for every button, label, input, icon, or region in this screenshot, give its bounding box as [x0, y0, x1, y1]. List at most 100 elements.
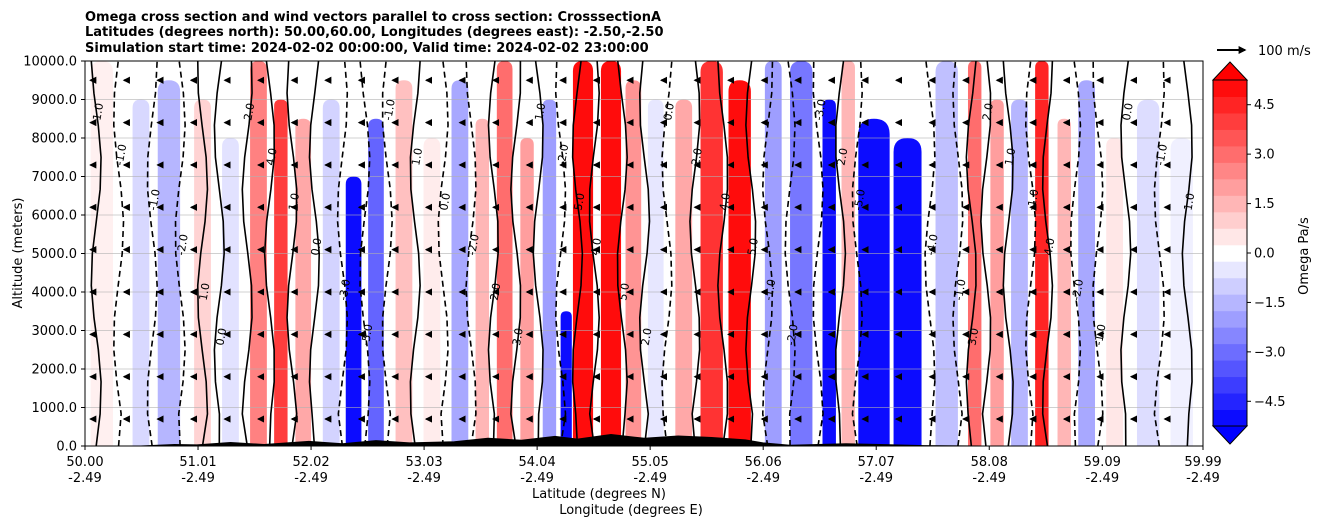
contour-line-3	[174, 61, 186, 446]
x-tick-label-lat-1: 51.01	[179, 455, 216, 470]
omega-column-10	[368, 118, 384, 446]
x-tick-label-lon-8: -2.49	[972, 471, 1006, 486]
contour-label-27: 5.0	[745, 237, 761, 256]
contour-line-38	[1024, 61, 1037, 446]
contour-label-1: -1.0	[113, 143, 130, 166]
x-tick-label-lat-8: 58.08	[971, 455, 1008, 470]
terrain-profile	[85, 433, 1203, 446]
omega-column-6	[274, 99, 288, 446]
contour-line-4	[196, 61, 209, 446]
omega-column-18	[560, 311, 572, 446]
x-tick-label-lat-9: 59.09	[1084, 455, 1121, 470]
contour-label-28: -1.0	[762, 278, 779, 301]
x-tick-label-lat-10: 59.99	[1184, 455, 1221, 470]
colorbar-level-17	[1213, 129, 1247, 147]
colorbar-level-4	[1213, 343, 1247, 361]
contour-line-30	[812, 61, 824, 446]
omega-contour-layer: 1.0 -1.0 -1.0 -2.0 1.0 0.0 2.0 4.0 1.0 0.0 -3.0 -5.…	[90, 61, 1197, 446]
x-tick-label-lat-2: 52.02	[292, 455, 329, 470]
x-axis-label-longitude: Longitude (degrees E)	[559, 503, 703, 518]
y-tick-label-1: 1000.0	[32, 401, 78, 416]
x-tick-label-lon-6: -2.49	[746, 471, 780, 486]
colorbar-level-15	[1213, 162, 1247, 180]
contour-line-28	[761, 61, 774, 446]
contour-line-26	[717, 61, 729, 446]
contour-label-30: -3.0	[812, 98, 829, 121]
omega-column-14	[475, 118, 490, 446]
contour-label-12: -1.0	[381, 98, 398, 121]
contour-line-18	[532, 61, 544, 446]
contour-line-17	[510, 61, 522, 446]
colorbar-tick-label-4: −1.5	[1254, 296, 1286, 311]
omega-column-21	[625, 80, 642, 446]
colorbar-level-2	[1213, 376, 1247, 394]
contour-line-14	[437, 61, 449, 446]
colorbar-tick-label-6: −4.5	[1254, 395, 1286, 410]
y-tick-label-6: 6000.0	[32, 209, 78, 224]
contour-line-37	[1002, 61, 1014, 446]
contour-line-10	[336, 61, 349, 446]
contour-line-36	[980, 61, 992, 446]
x-tick-label-lat-0: 50.00	[66, 455, 103, 470]
colorbar-level-5	[1213, 327, 1247, 345]
contour-label-0: 1.0	[90, 102, 106, 121]
chart-title-line-3: Simulation start time: 2024-02-02 00:00:…	[85, 41, 649, 56]
contour-line-0	[90, 61, 102, 446]
contour-label-33: -4.0	[924, 233, 941, 256]
contour-line-8	[286, 61, 298, 446]
contour-label-29: -2.0	[784, 323, 801, 346]
omega-column-11	[395, 80, 413, 446]
x-tick-label-lon-0: -2.49	[68, 471, 102, 486]
colorbar-tick-label-1: 3.0	[1254, 148, 1275, 163]
colorbar-level-9	[1213, 261, 1247, 279]
colorbar: 4.5 3.0 1.5 0.0 −1.5 −3.0 −4.5	[1211, 61, 1286, 445]
contour-line-34	[952, 61, 964, 446]
contour-line-15	[465, 61, 477, 446]
y-axis-label: Altitude (meters)	[11, 198, 26, 309]
chart-title-line-1: Omega cross section and wind vectors par…	[85, 10, 661, 25]
omega-column-28	[822, 99, 836, 446]
x-tick-label-lon-9: -2.49	[1085, 471, 1119, 486]
colorbar-level-8	[1213, 277, 1247, 295]
x-tick-label-lon-7: -2.49	[859, 471, 893, 486]
y-tick-label-3: 3000.0	[32, 324, 78, 339]
contour-label-6: 2.0	[241, 102, 257, 121]
x-tick-label-lon-10: -2.49	[1186, 471, 1220, 486]
x-tick-label-lon-3: -2.49	[407, 471, 441, 486]
contour-label-19: -2.0	[555, 143, 572, 166]
colorbar-level-12	[1213, 211, 1247, 229]
omega-column-9	[345, 176, 362, 446]
colorbar-level-20	[1213, 80, 1247, 97]
contour-line-9	[308, 61, 321, 446]
contour-line-27	[745, 61, 757, 446]
contour-label-20: 5.0	[572, 192, 588, 211]
contour-line-42	[1120, 61, 1132, 446]
contour-line-20	[571, 61, 584, 446]
terrain-layer	[85, 433, 1203, 446]
contour-label-38: -1.0	[1025, 188, 1042, 211]
contour-label-8: 1.0	[286, 192, 302, 211]
contour-label-13: 1.0	[409, 147, 425, 166]
contour-line-7	[263, 61, 276, 446]
x-tick-label-lon-1: -2.49	[181, 471, 215, 486]
colorbar-tick-label-5: −3.0	[1254, 345, 1286, 360]
contour-label-17: 3.0	[510, 327, 526, 346]
contour-label-34: -1.0	[952, 278, 969, 301]
quiver-key-label: 100 m/s	[1258, 44, 1311, 59]
omega-column-13	[451, 80, 469, 446]
y-tick-label-5: 5000.0	[32, 247, 78, 262]
quiver-key: 100 m/s	[1217, 44, 1311, 59]
colorbar-level-13	[1213, 195, 1247, 213]
x-axis-label-latitude: Latitude (degrees N)	[532, 487, 666, 502]
omega-column-30	[858, 118, 890, 446]
contour-label-42: 0.0	[1120, 102, 1136, 121]
colorbar-level-10	[1213, 244, 1247, 262]
contour-label-36: 2.0	[980, 102, 996, 121]
colorbar-level-19	[1213, 96, 1247, 114]
x-tick-label-lat-4: 54.04	[519, 455, 556, 470]
omega-column-40	[1136, 99, 1160, 446]
contour-label-18: 1.0	[532, 102, 548, 121]
contour-label-40: -2.0	[1070, 278, 1087, 301]
contour-label-25: 2.0	[689, 147, 705, 166]
